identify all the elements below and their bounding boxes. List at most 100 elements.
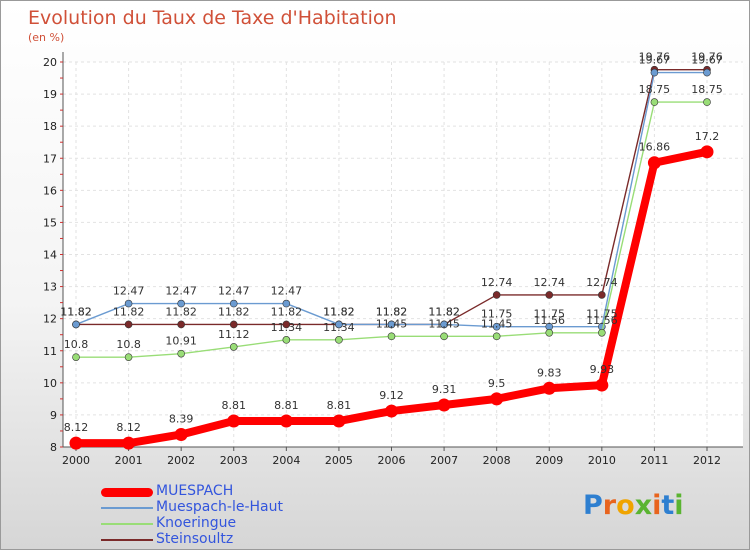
data-point — [177, 299, 185, 308]
data-label: 11.75 — [481, 308, 513, 321]
data-point — [124, 299, 133, 308]
data-label: 12.47 — [113, 285, 145, 298]
data-label: 8.12 — [64, 421, 89, 434]
legend-label: MUESPACH — [156, 483, 234, 499]
data-label: 11.82 — [428, 305, 460, 318]
data-label: 11.12 — [218, 328, 250, 341]
y-tick-label: 20 — [43, 56, 57, 69]
data-label: 12.74 — [586, 276, 618, 289]
data-point — [700, 145, 714, 159]
data-label: 11.82 — [165, 305, 197, 318]
data-point — [647, 156, 661, 170]
data-label: 8.39 — [169, 412, 194, 425]
data-label: 11.45 — [428, 317, 460, 330]
data-label: 11.45 — [376, 317, 408, 330]
data-label: 9.5 — [488, 377, 506, 390]
data-point — [229, 343, 238, 351]
data-point — [437, 398, 451, 412]
data-point — [229, 320, 238, 329]
data-point — [492, 322, 501, 331]
data-label: 11.82 — [60, 305, 92, 318]
chart-subtitle: (en %) — [28, 31, 65, 44]
data-label: 18.75 — [639, 83, 671, 96]
data-label: 19.67 — [691, 54, 723, 67]
data-point — [122, 436, 136, 450]
proxiti-logo: Proxiti — [583, 490, 684, 521]
data-label: 11.82 — [428, 305, 460, 318]
data-point — [440, 332, 448, 341]
x-tick-label: 2011 — [640, 454, 668, 467]
logo-letter: x — [634, 490, 653, 521]
y-tick-label: 17 — [43, 152, 57, 165]
x-tick-label: 2003 — [220, 454, 248, 467]
data-label: 11.82 — [376, 305, 408, 318]
data-label: 19.76 — [691, 51, 723, 64]
data-point — [387, 320, 396, 329]
y-tick-label: 10 — [43, 377, 57, 390]
data-label: 12.47 — [218, 285, 250, 298]
data-label: 17.2 — [695, 130, 720, 143]
data-label: 19.76 — [639, 51, 671, 64]
data-label: 9.31 — [432, 383, 457, 396]
data-point — [282, 320, 291, 329]
legend-label: Knoeringue — [156, 515, 237, 531]
data-label: 9.93 — [590, 363, 615, 376]
data-point — [177, 349, 185, 358]
data-label: 11.82 — [323, 305, 355, 318]
data-label: 16.86 — [639, 141, 671, 154]
logo-letter: i — [652, 490, 662, 521]
data-label: 8.81 — [327, 399, 352, 412]
data-label: 8.81 — [222, 399, 247, 412]
x-tick-label: 2008 — [483, 454, 511, 467]
logo-letter: P — [583, 490, 603, 521]
x-tick-label: 2009 — [535, 454, 563, 467]
y-tick-label: 9 — [50, 409, 57, 422]
data-point — [387, 332, 396, 341]
data-label: 11.45 — [481, 317, 513, 330]
legend-swatch — [101, 539, 153, 541]
data-point — [703, 98, 711, 106]
legend-swatch — [101, 487, 153, 497]
x-tick-label: 2004 — [272, 454, 300, 467]
data-point — [124, 320, 133, 329]
data-point — [72, 320, 80, 329]
data-point — [650, 98, 659, 106]
data-label: 11.56 — [586, 314, 618, 327]
x-tick-label: 2006 — [378, 454, 406, 467]
y-tick-label: 16 — [43, 184, 57, 197]
data-label: 11.82 — [376, 305, 408, 318]
data-label: 11.34 — [271, 321, 303, 334]
data-point — [598, 328, 606, 337]
logo-letter: o — [616, 490, 635, 521]
data-label: 11.34 — [323, 321, 355, 334]
data-point — [335, 336, 343, 344]
data-point — [492, 291, 501, 299]
x-tick-label: 2010 — [588, 454, 616, 467]
data-point — [440, 320, 448, 329]
logo-letter: i — [674, 490, 684, 521]
data-point — [177, 320, 185, 329]
data-point — [227, 414, 241, 428]
y-tick-label: 15 — [43, 216, 57, 229]
data-point — [598, 291, 606, 299]
data-label: 10.91 — [165, 335, 197, 348]
x-tick-label: 2001 — [115, 454, 143, 467]
data-point — [335, 320, 343, 329]
data-label: 11.82 — [113, 305, 145, 318]
data-label: 10.8 — [64, 338, 89, 351]
data-label: 18.75 — [691, 83, 723, 96]
data-label: 12.74 — [481, 276, 513, 289]
data-point — [703, 68, 711, 77]
chart-title: Evolution du Taux de Taxe d'Habitation — [28, 7, 397, 29]
legend-label: Muespach-le-Haut — [156, 499, 283, 515]
data-point — [492, 332, 501, 341]
data-point — [490, 392, 504, 406]
x-tick-label: 2005 — [325, 454, 353, 467]
data-point — [650, 68, 659, 77]
data-label: 12.74 — [534, 276, 566, 289]
x-tick-label: 2000 — [62, 454, 90, 467]
data-label: 12.47 — [271, 285, 303, 298]
y-tick-label: 13 — [43, 281, 57, 294]
